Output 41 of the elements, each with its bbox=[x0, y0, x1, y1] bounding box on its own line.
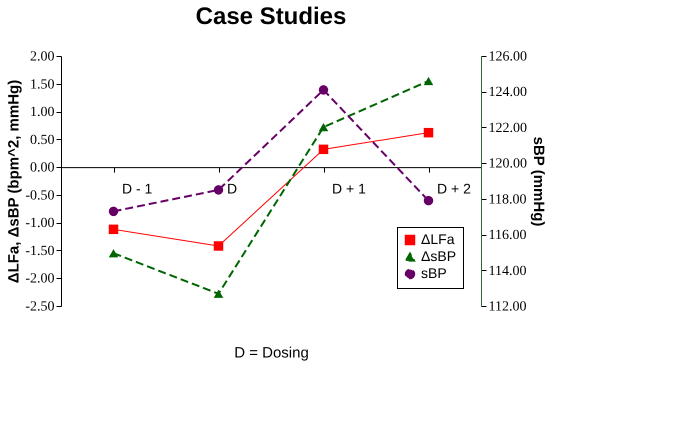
x-tick-label: D - 1 bbox=[122, 180, 153, 197]
legend-label: ΔLFa bbox=[421, 231, 455, 247]
y-tick-label: -2.00 bbox=[25, 272, 54, 287]
y-axis-title: ΔLFa, ΔsBP (bpm^2, mmHg) bbox=[5, 80, 22, 284]
y-tick-label: 0.50 bbox=[30, 132, 54, 148]
y2-tick-label: 124.00 bbox=[488, 85, 527, 100]
point bbox=[424, 76, 434, 86]
x-tick-label: D + 1 bbox=[332, 180, 366, 197]
y-tick-label: -1.00 bbox=[25, 216, 54, 232]
point bbox=[318, 144, 328, 154]
chart-title: Case Studies bbox=[196, 3, 346, 30]
point bbox=[214, 290, 224, 298]
legend-label: sBP bbox=[421, 265, 447, 281]
y2-tick-label: 116.00 bbox=[488, 228, 526, 244]
y-tick-label: -2.50 bbox=[25, 300, 54, 314]
x-tick-label: D bbox=[227, 180, 238, 197]
point bbox=[424, 128, 434, 138]
point bbox=[214, 185, 224, 195]
y-tick-label: 2.00 bbox=[30, 50, 54, 64]
y2-axis-title: sBP (mmHg) bbox=[530, 136, 547, 226]
y-tick-label: 1.50 bbox=[30, 77, 54, 92]
y2-tick-label: 118.00 bbox=[488, 192, 526, 208]
y2-tick-label: 122.00 bbox=[488, 120, 527, 136]
y-tick-label: 1.00 bbox=[30, 105, 54, 120]
x-axis-title: D = Dosing bbox=[234, 344, 309, 362]
point bbox=[108, 249, 118, 258]
point bbox=[424, 196, 434, 206]
point bbox=[318, 85, 328, 95]
point bbox=[108, 206, 118, 216]
point bbox=[214, 241, 224, 251]
y2-tick-label: 114.00 bbox=[488, 264, 526, 279]
legend-label: ΔsBP bbox=[421, 248, 456, 264]
x-tick-label: D + 2 bbox=[437, 180, 472, 197]
y2-tick-label: 112.00 bbox=[488, 300, 526, 314]
point bbox=[318, 123, 328, 132]
point bbox=[108, 224, 118, 234]
y-tick-label: -1.50 bbox=[25, 244, 54, 259]
y2-tick-label: 126.00 bbox=[488, 50, 527, 64]
y-tick-label: -0.50 bbox=[25, 188, 54, 204]
y2-tick-label: 120.00 bbox=[488, 156, 527, 172]
y-tick-label: 0.00 bbox=[30, 160, 54, 176]
